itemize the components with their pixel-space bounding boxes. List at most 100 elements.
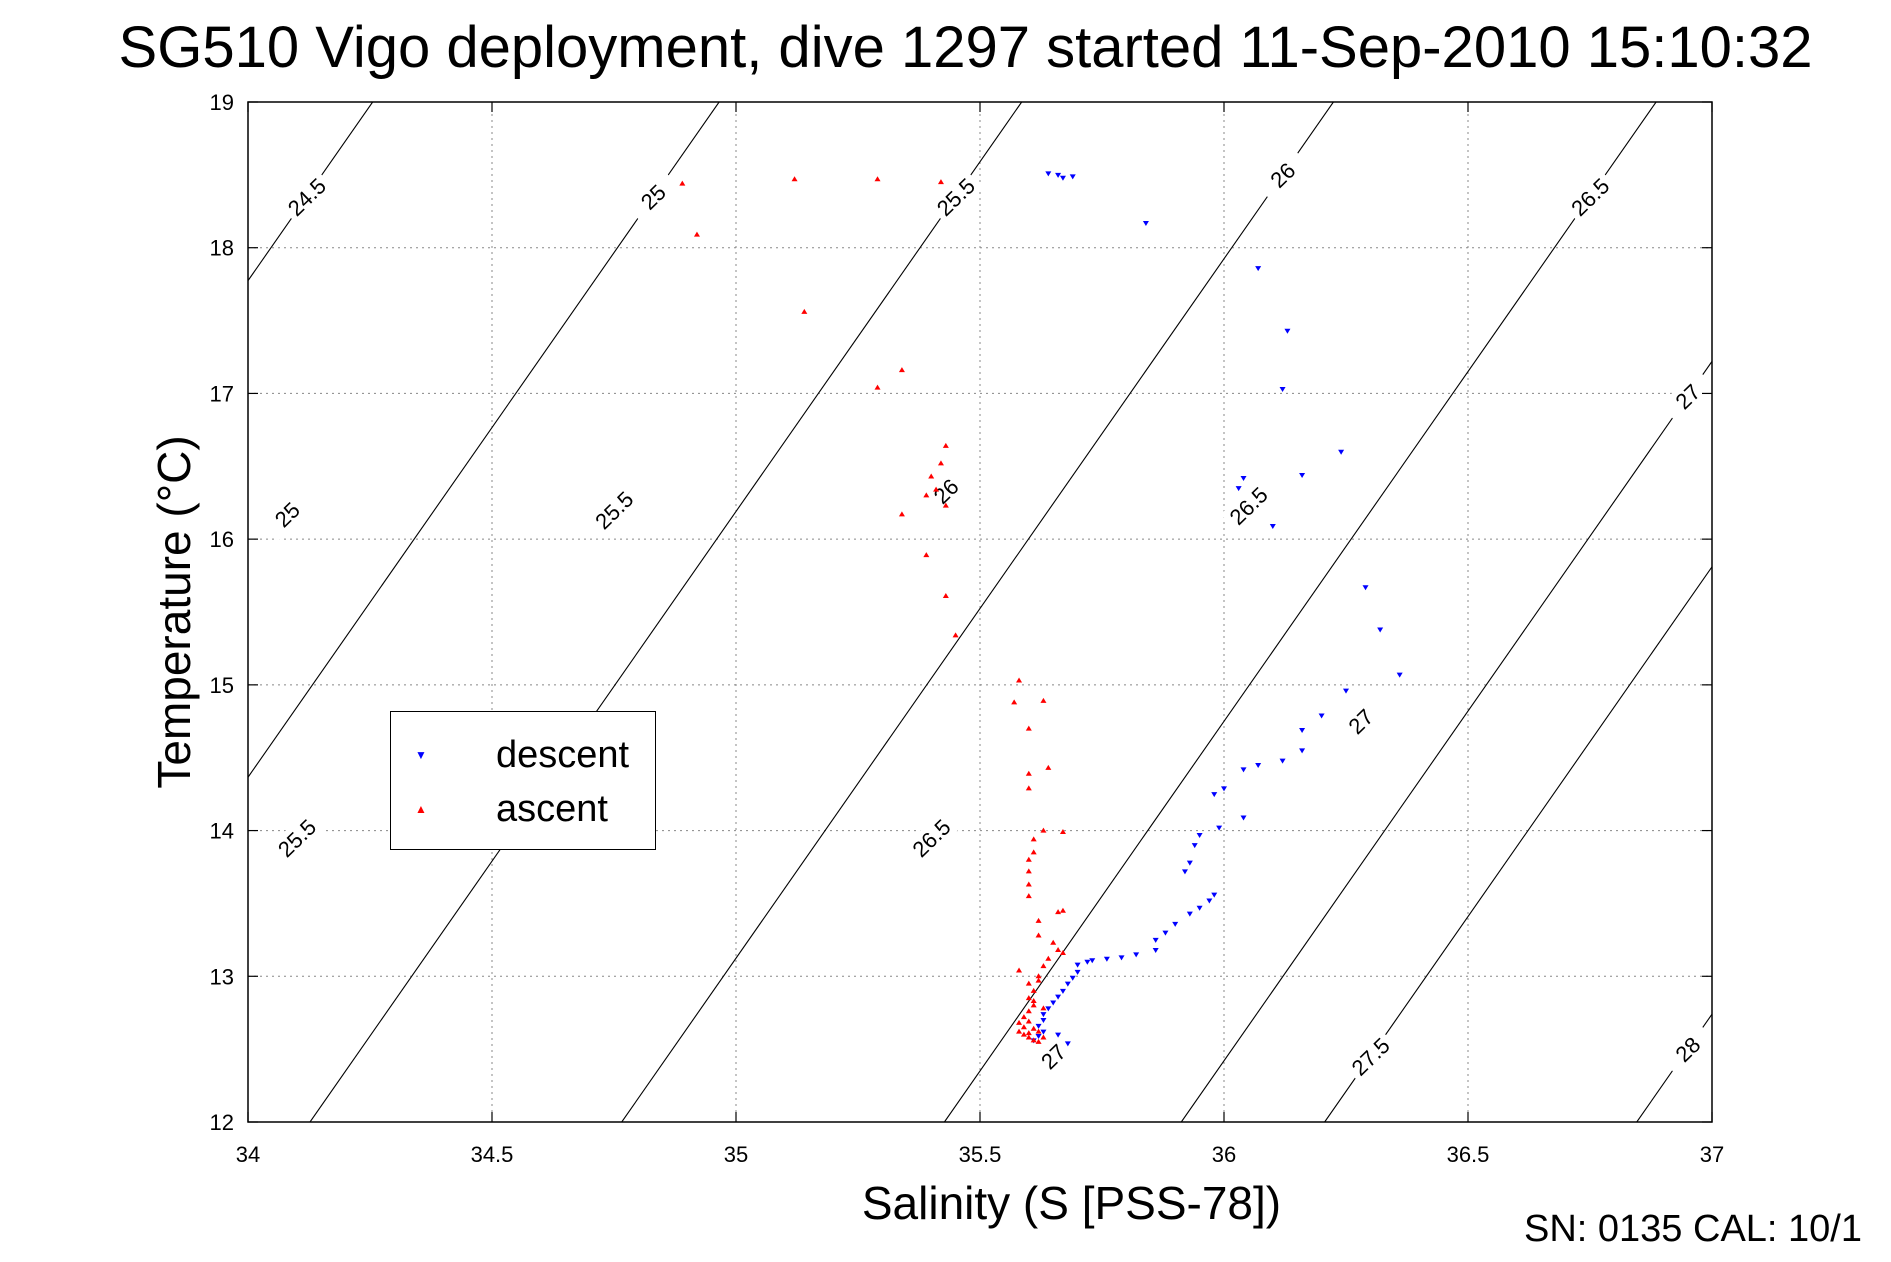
descent-point: [1069, 174, 1076, 180]
density-contours: 24.5 252525.525.525.5262626.526.526.52727…: [248, 102, 1716, 1122]
contour-label-background: [1332, 693, 1389, 749]
descent-point: [1074, 962, 1081, 968]
x-tick-label: 34: [236, 1142, 260, 1167]
ascent-point: [679, 180, 686, 186]
descent-point: [1343, 688, 1349, 694]
descent-point: [1040, 1012, 1047, 1018]
density-contour-line: [248, 102, 720, 779]
ascent-marker-icon: ▲: [415, 802, 427, 816]
contour-label-background: [1220, 478, 1277, 534]
ascent-point: [1040, 697, 1047, 703]
ascent-point: [1025, 1018, 1032, 1024]
ascent-point: [1025, 1034, 1032, 1040]
y-tick-label: 16: [210, 527, 234, 552]
legend: ▼ descent ▲ ascent: [390, 711, 656, 850]
descent-point: [1299, 473, 1306, 479]
ascent-point: [933, 486, 940, 492]
contour-label-background: [1659, 1021, 1716, 1077]
descent-point: [1172, 921, 1179, 927]
legend-item-ascent: ▲ ascent: [391, 787, 608, 830]
descent-point: [1162, 930, 1169, 936]
ascent-point: [1035, 1028, 1042, 1034]
ascent-point: [898, 367, 905, 373]
descent-point: [1035, 1034, 1042, 1040]
ascent-point: [952, 632, 959, 638]
x-tick-label: 35.5: [959, 1142, 1002, 1167]
ascent-point: [1030, 1025, 1037, 1031]
descent-point: [1216, 825, 1223, 831]
descent-point: [1240, 815, 1247, 821]
x-tick-label: 36.5: [1447, 1142, 1490, 1167]
ascent-point: [1050, 939, 1057, 945]
ascent-point: [942, 592, 949, 598]
ascent-point: [791, 176, 798, 182]
descent-point: [1084, 959, 1091, 965]
descent-point: [1206, 898, 1213, 904]
ascent-point: [1059, 829, 1066, 835]
descent-point: [1186, 911, 1193, 917]
descent-point: [1338, 449, 1345, 455]
y-tick-label: 17: [210, 381, 234, 406]
ascent-point: [874, 176, 881, 182]
axis-ticks: 34 34.5 35 35.5 36 36.5 37 12 13 14 15 16 17 18 19: [210, 90, 1725, 1167]
descent-point: [1279, 387, 1286, 393]
descent-point: [1152, 948, 1159, 954]
contour-label-background: [903, 810, 959, 866]
descent-point: [1191, 843, 1198, 849]
descent-point: [1089, 958, 1096, 964]
y-tick-label: 19: [210, 90, 234, 115]
ascent-point: [1035, 977, 1042, 983]
ascent-point: [1020, 1014, 1027, 1020]
descent-point: [1255, 266, 1262, 272]
x-tick-label: 35: [724, 1142, 748, 1167]
contour-label-background: [927, 169, 984, 225]
contour-label-background: [259, 486, 315, 542]
ascent-point: [1025, 995, 1032, 1001]
descent-point: [1318, 713, 1325, 719]
density-contour-line: [943, 102, 1657, 1122]
contour-label-background: [586, 482, 642, 538]
ascent-point: [1030, 1037, 1037, 1043]
ascent-point: [923, 552, 930, 558]
density-contour-line: [621, 102, 1334, 1122]
descent-point: [1221, 786, 1227, 792]
contour-label-background: [278, 169, 335, 225]
ascent-point: [1025, 770, 1032, 776]
ascent-point: [1055, 909, 1062, 915]
ascent-point: [1030, 998, 1037, 1004]
descent-point: [1362, 585, 1369, 591]
descent-point: [1142, 220, 1149, 226]
legend-item-descent: ▼ descent: [391, 734, 629, 776]
ascent-point: [1016, 677, 1023, 683]
descent-point: [1181, 869, 1188, 875]
ascent-point: [1025, 980, 1032, 986]
ascent-point: [1016, 1028, 1023, 1034]
y-tick-label: 13: [210, 964, 234, 989]
ascent-point: [1035, 932, 1042, 938]
ascent-point: [937, 179, 944, 185]
ascent-point: [1025, 725, 1032, 731]
descent-point: [1377, 627, 1384, 633]
descent-point: [1196, 905, 1203, 911]
y-tick-label: 15: [210, 673, 234, 698]
ascent-point: [801, 308, 808, 314]
ascent-point: [1035, 1038, 1042, 1044]
descent-point: [1396, 672, 1403, 678]
contour-label-background: [269, 810, 325, 866]
chart-title: SG510 Vigo deployment, dive 1297 started…: [118, 15, 1813, 80]
ascent-point: [1016, 967, 1023, 973]
legend-label-ascent: ascent: [496, 787, 608, 830]
contour-label-background: [918, 463, 974, 519]
y-tick-label: 18: [210, 236, 234, 261]
ascent-point: [1030, 987, 1037, 993]
ascent-point: [1045, 955, 1052, 961]
descent-point: [1055, 994, 1062, 1000]
ascent-point: [1035, 917, 1042, 923]
density-contour-line: [248, 102, 374, 282]
ascent-point: [1059, 949, 1066, 955]
calibration-footer: SN: 0135 CAL: 10/1: [1524, 1208, 1862, 1250]
ascent-point: [1025, 868, 1032, 874]
descent-point: [1059, 988, 1066, 994]
descent-point: [1133, 952, 1140, 958]
